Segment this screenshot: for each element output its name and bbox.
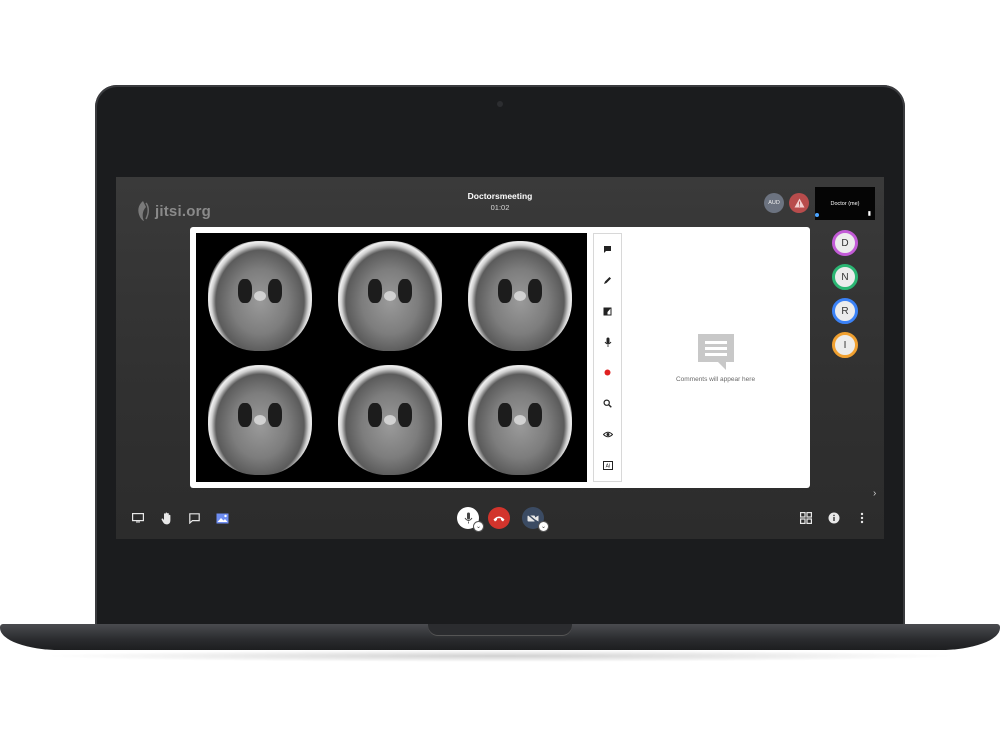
microphone-toggle-button[interactable]: ⌄ [457, 507, 483, 531]
ct-scan-image[interactable] [196, 233, 587, 482]
grid-icon [800, 512, 812, 524]
raise-hand-button[interactable] [160, 511, 174, 525]
ai-icon: AI [602, 461, 613, 471]
image-icon [216, 513, 228, 523]
voice-tool-button[interactable] [600, 334, 616, 350]
raise-hand-icon [161, 512, 171, 524]
ct-scan-slice [468, 241, 572, 351]
comments-bubble-icon [697, 334, 734, 370]
participant-avatar-d[interactable]: D [832, 230, 858, 256]
laptop-base-notch [428, 624, 572, 636]
jitsi-logo-icon [138, 201, 149, 221]
more-vertical-icon [860, 512, 864, 524]
warning-badge[interactable] [789, 193, 809, 213]
brand-logo: jitsi.org [134, 199, 211, 223]
record-icon [604, 369, 611, 376]
laptop-shadow [40, 650, 960, 662]
contrast-tool-button[interactable] [600, 303, 616, 319]
ct-scan-slice [338, 365, 442, 475]
microphone-icon [604, 337, 611, 348]
chat-icon [188, 512, 200, 524]
self-view-label: Doctor (me) [830, 200, 860, 207]
meeting-info-button[interactable] [827, 511, 841, 525]
tile-view-button[interactable] [799, 511, 813, 525]
shared-image-button[interactable] [215, 511, 229, 525]
self-view-tile[interactable]: Doctor (me) ▮ [815, 187, 875, 220]
microphone-icon [464, 512, 472, 524]
camera-options-chevron-icon[interactable]: ⌄ [539, 522, 548, 531]
pen-icon [604, 276, 611, 284]
brand-name: jitsi.org [155, 202, 211, 220]
zoom-tool-button[interactable] [600, 396, 616, 412]
participant-avatar-r[interactable]: R [832, 298, 858, 324]
meeting-toolbar: ⌄ ⌄ [116, 503, 884, 533]
more-options-button[interactable] [855, 511, 869, 525]
share-screen-button[interactable] [131, 511, 145, 525]
pen-tool-button[interactable] [600, 272, 616, 288]
info-icon [828, 512, 840, 524]
comments-empty-text: Comments will appear here [675, 376, 756, 383]
ct-scan-slice [208, 241, 312, 351]
meeting-timer: 01:02 [490, 203, 510, 212]
eye-icon [602, 431, 613, 438]
hangup-button[interactable] [488, 507, 510, 529]
zoom-icon [603, 399, 612, 409]
comments-panel: Comments will appear here [627, 233, 804, 482]
record-tool-button[interactable] [600, 365, 616, 381]
camera-off-icon [527, 513, 539, 523]
comment-icon [604, 245, 611, 253]
comment-tool-button[interactable] [600, 241, 616, 257]
camera-toggle-button[interactable]: ⌄ [522, 507, 548, 531]
annotation-toolbar: AI [593, 233, 622, 482]
webcam-lens [497, 101, 503, 107]
ai-tool-button[interactable]: AI [600, 458, 616, 474]
ct-scan-slice [468, 365, 572, 475]
meeting-title: Doctorsmeeting [467, 191, 533, 201]
view-tool-button[interactable] [600, 427, 616, 443]
expand-filmstrip-chevron-icon[interactable]: › [873, 488, 877, 499]
mic-options-chevron-icon[interactable]: ⌄ [474, 522, 483, 531]
muted-mic-icon: ▮ [867, 211, 871, 217]
ai-tool-label: AI [605, 464, 610, 470]
participant-avatar-i[interactable]: I [832, 332, 858, 358]
shared-content-panel: AI Comments will appear here [190, 227, 810, 488]
warning-icon [794, 198, 804, 208]
meeting-screen: jitsi.org Doctorsmeeting 01:02 AUD Docto… [116, 177, 884, 539]
ct-scan-slice [208, 365, 312, 475]
chat-button[interactable] [187, 511, 201, 525]
participant-avatar-n[interactable]: N [832, 264, 858, 290]
ct-scan-slice [338, 241, 442, 351]
connection-indicator [815, 213, 819, 217]
audio-status-badge[interactable]: AUD [764, 193, 784, 213]
hangup-icon [493, 516, 505, 521]
contrast-icon [603, 307, 612, 316]
screen-share-icon [132, 513, 144, 523]
